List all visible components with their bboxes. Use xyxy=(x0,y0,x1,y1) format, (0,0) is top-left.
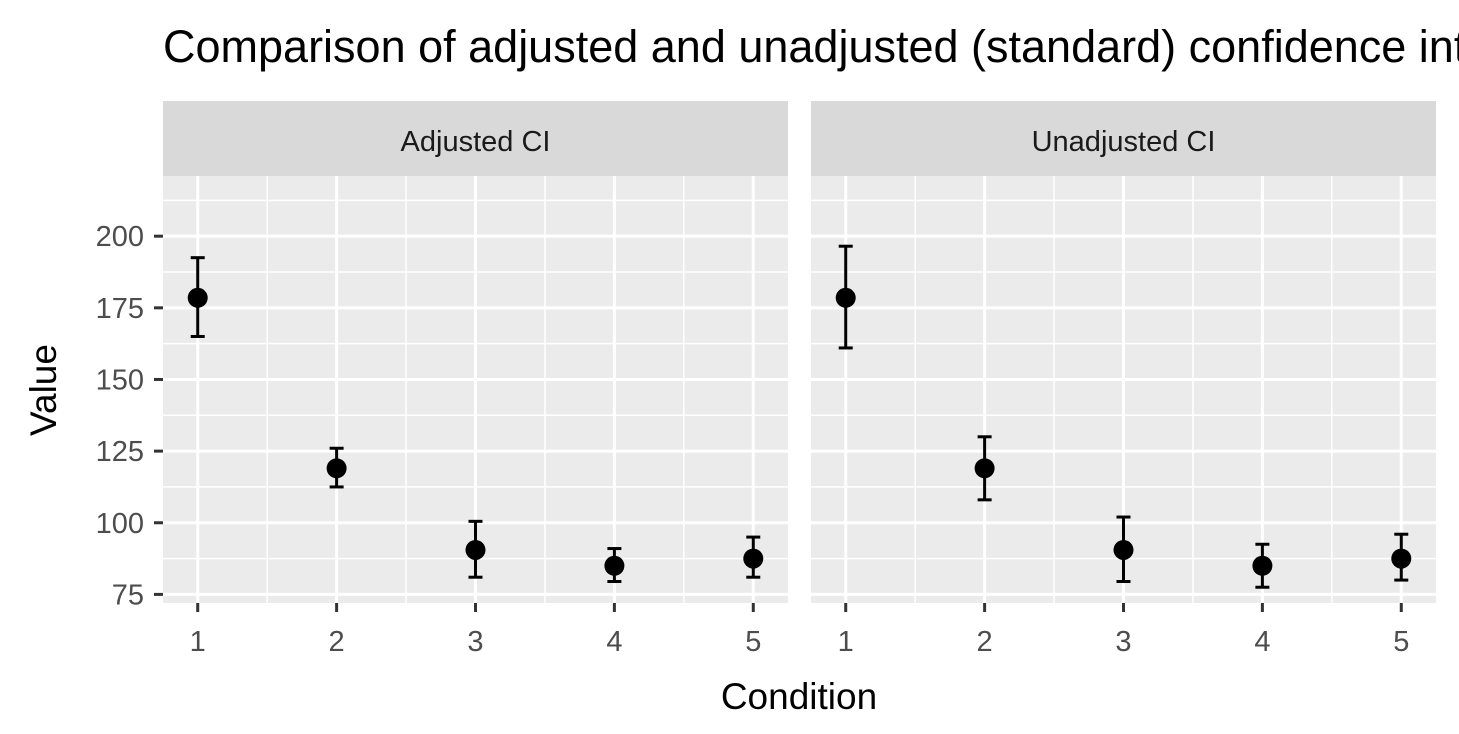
y-tick-label: 100 xyxy=(96,508,144,540)
y-tick-label: 150 xyxy=(96,364,144,396)
data-point xyxy=(1113,539,1134,560)
data-point xyxy=(1391,548,1412,569)
chart-title: Comparison of adjusted and unadjusted (s… xyxy=(163,21,1459,72)
x-tick-label: 1 xyxy=(838,626,854,658)
panel-strip xyxy=(811,101,1436,176)
x-tick-label: 3 xyxy=(1115,626,1131,658)
data-point xyxy=(465,539,486,560)
x-tick-label: 5 xyxy=(1393,626,1409,658)
panels: Adjusted CI 1 2 3 4 5 Unadjusted CI 1 2 3 4 5 xyxy=(163,101,1436,658)
data-point xyxy=(1252,555,1273,576)
panel-2: Unadjusted CI 1 2 3 4 5 xyxy=(811,101,1436,658)
data-point xyxy=(187,287,208,308)
x-tick-label: 3 xyxy=(467,626,483,658)
x-tick-label: 4 xyxy=(1254,626,1270,658)
data-point xyxy=(326,458,347,479)
data-point xyxy=(835,287,856,308)
x-tick-label: 5 xyxy=(745,626,761,658)
y-tick-label: 75 xyxy=(112,579,144,611)
y-tick-label: 175 xyxy=(96,293,144,325)
x-tick-label: 2 xyxy=(329,626,345,658)
data-point xyxy=(604,555,625,576)
y-tick-label: 200 xyxy=(96,221,144,253)
data-point xyxy=(974,458,995,479)
x-tick-label: 2 xyxy=(977,626,993,658)
y-tick-label: 125 xyxy=(96,436,144,468)
panel-strip-label: Unadjusted CI xyxy=(1032,126,1216,158)
x-tick-label: 4 xyxy=(606,626,622,658)
panel-1: Adjusted CI 1 2 3 4 5 xyxy=(163,101,788,658)
x-tick-label: 1 xyxy=(190,626,206,658)
x-axis-title: Condition xyxy=(721,676,877,717)
panel-strip xyxy=(163,101,788,176)
data-point xyxy=(743,548,764,569)
y-axis: 75 100 125 150 175 200 xyxy=(96,221,163,611)
y-axis-title: Value xyxy=(23,344,64,436)
panel-strip-label: Adjusted CI xyxy=(401,126,551,158)
